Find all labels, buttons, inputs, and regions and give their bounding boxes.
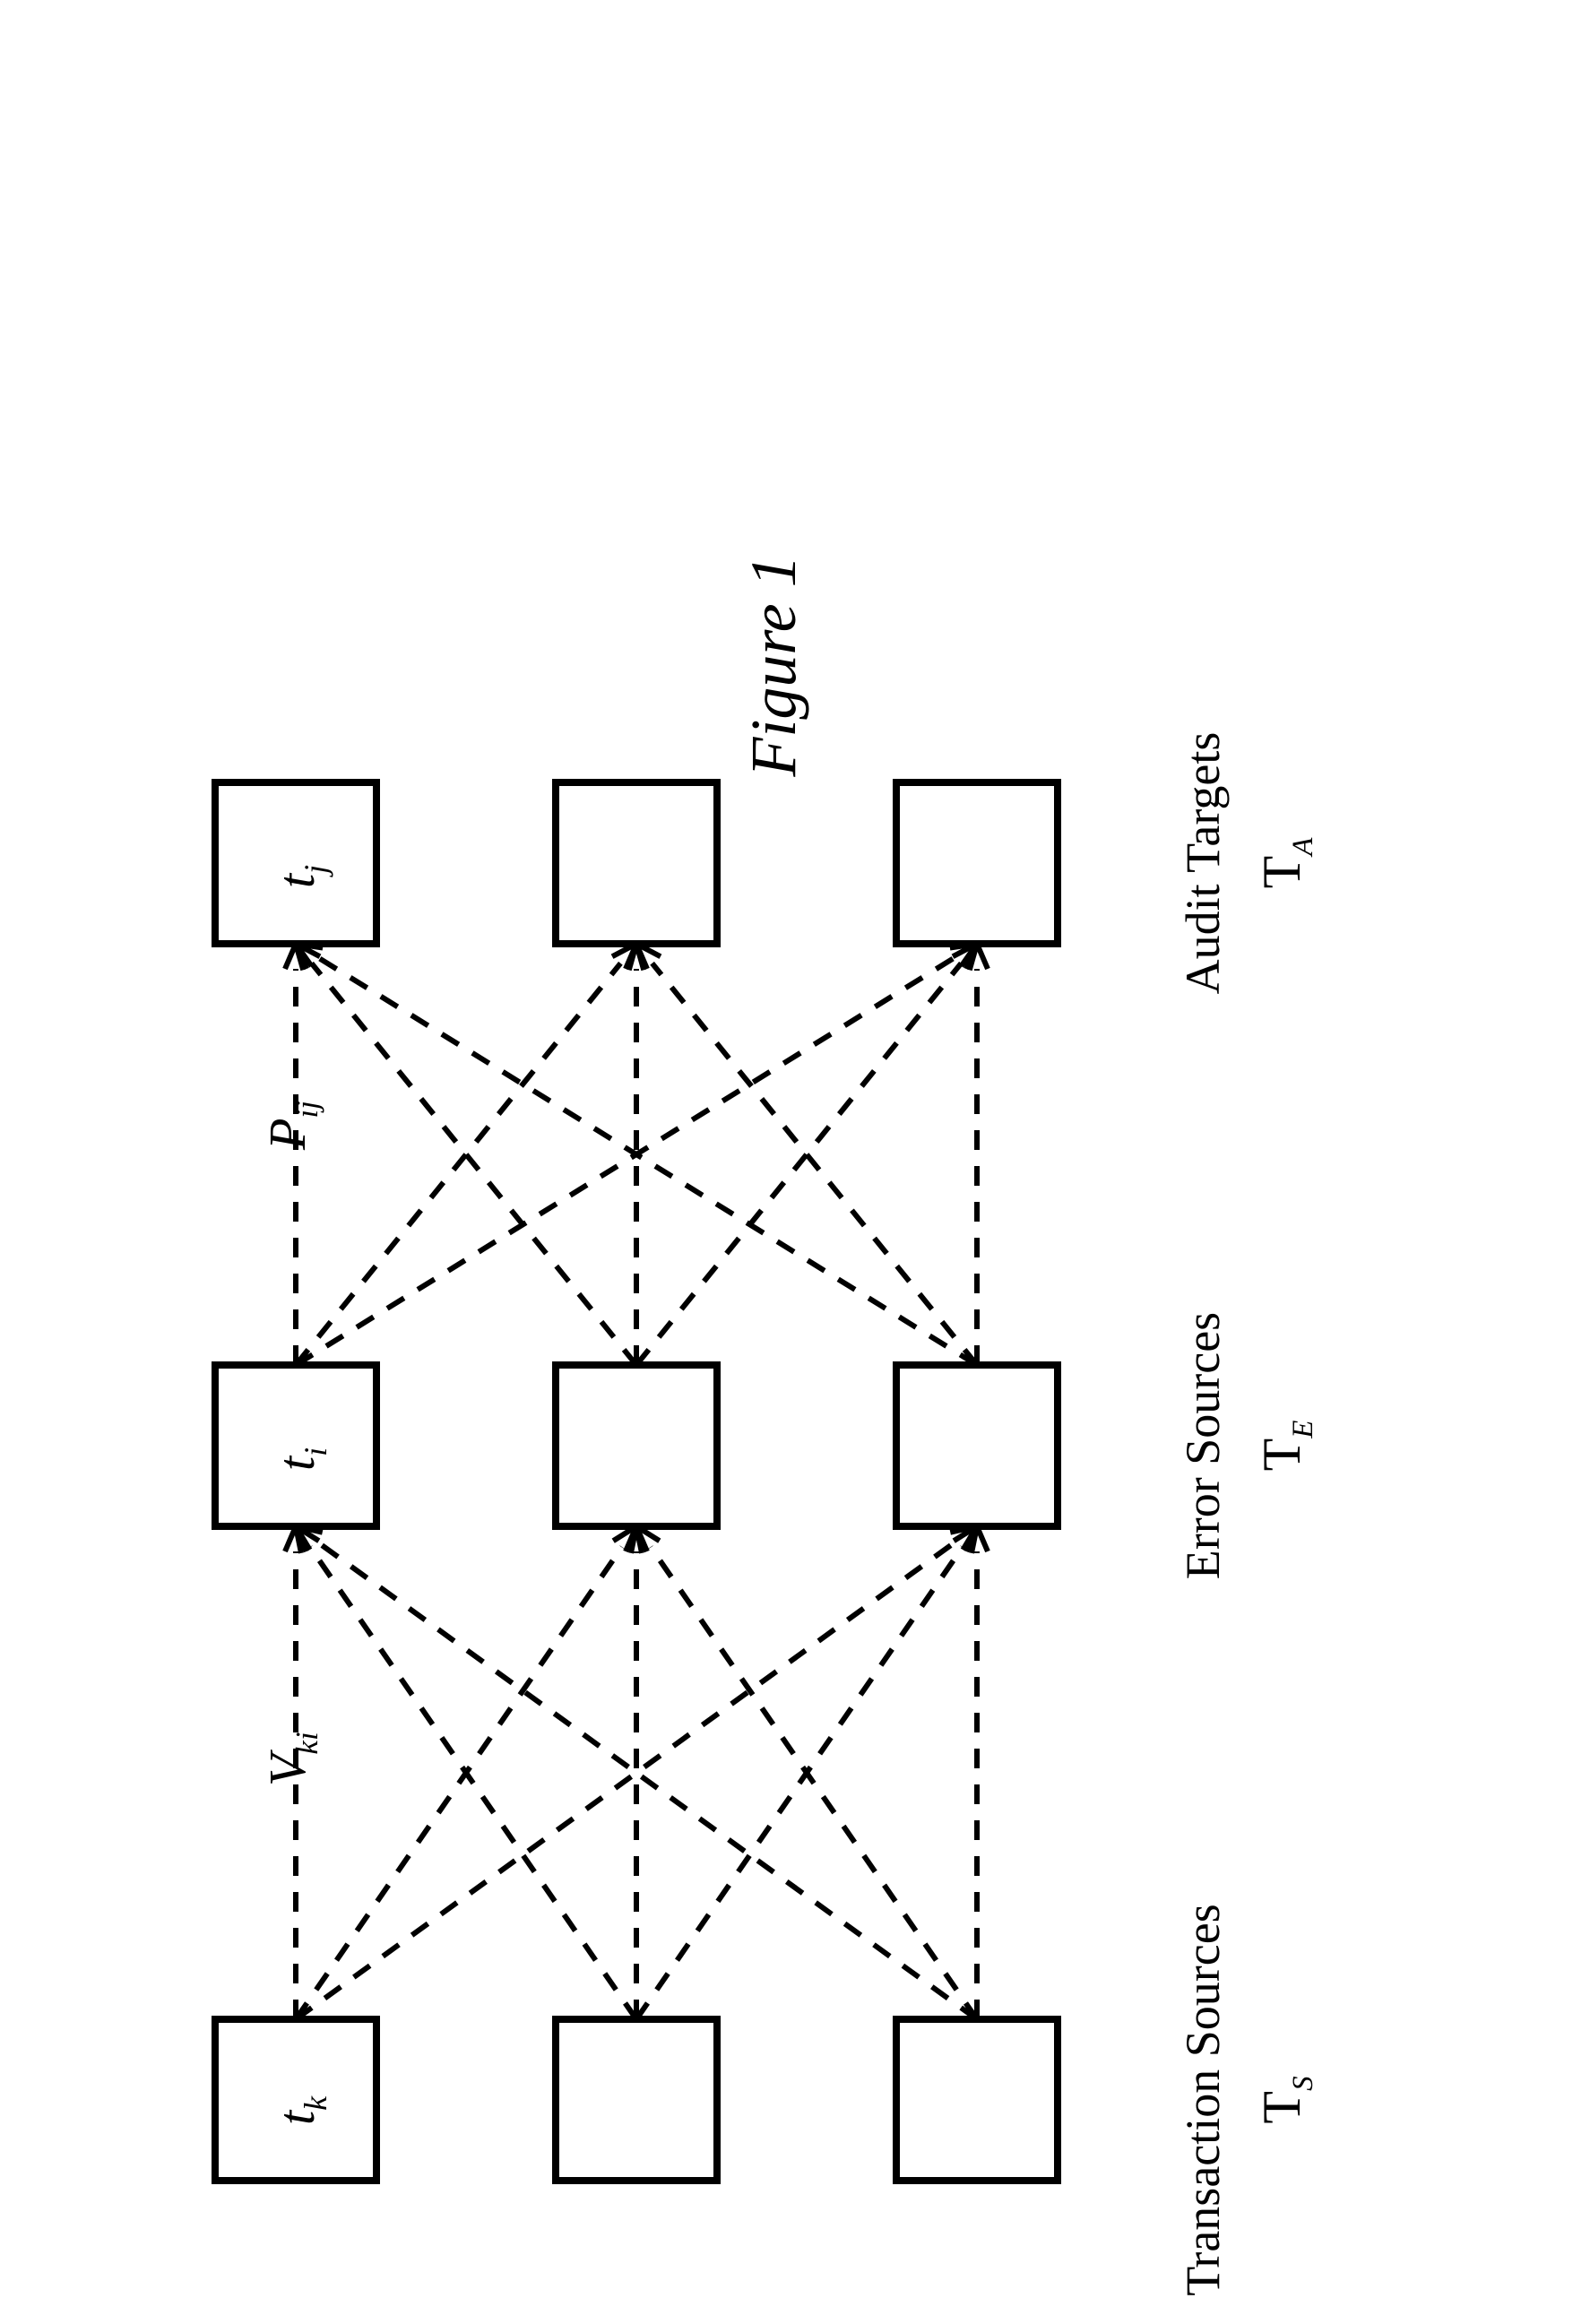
node-target3: [896, 782, 1058, 944]
edge: [636, 963, 961, 1365]
figure-caption: Figure 1: [738, 555, 809, 777]
node-source1: [215, 2019, 376, 2181]
node-target2: [556, 782, 717, 944]
edge: [317, 957, 977, 1365]
node-error2: [556, 1365, 717, 1526]
node-target1: [215, 782, 376, 944]
edge: [310, 1547, 636, 2019]
edge-arrow: [977, 944, 988, 969]
edge: [296, 963, 620, 1365]
node-error1: [215, 1365, 376, 1526]
row-label-sym-sources: TS: [1252, 2076, 1319, 2123]
edge: [316, 1541, 977, 2019]
edge: [652, 963, 977, 1365]
node-source3: [896, 2019, 1058, 2181]
edge: [312, 963, 636, 1365]
node-error3: [896, 1365, 1058, 1526]
edge: [651, 1547, 977, 2019]
row-label-errors: Error Sources: [1176, 1312, 1230, 1579]
node-source2: [556, 2019, 717, 2181]
edge-arrow: [977, 1526, 988, 1551]
row-label-sources: Transaction Sources: [1176, 1904, 1230, 2295]
row-label-sym-errors: TE: [1252, 1421, 1319, 1472]
edge: [296, 1547, 622, 2019]
row-label-targets: Audit Targets: [1176, 732, 1230, 995]
edge-label-Vki: Vki: [258, 1732, 324, 1786]
edge-label-Pij: Pij: [258, 1101, 324, 1151]
edge: [636, 1547, 963, 2019]
edge: [296, 957, 955, 1365]
row-label-sym-targets: TA: [1252, 837, 1319, 889]
edge: [296, 1541, 956, 2019]
